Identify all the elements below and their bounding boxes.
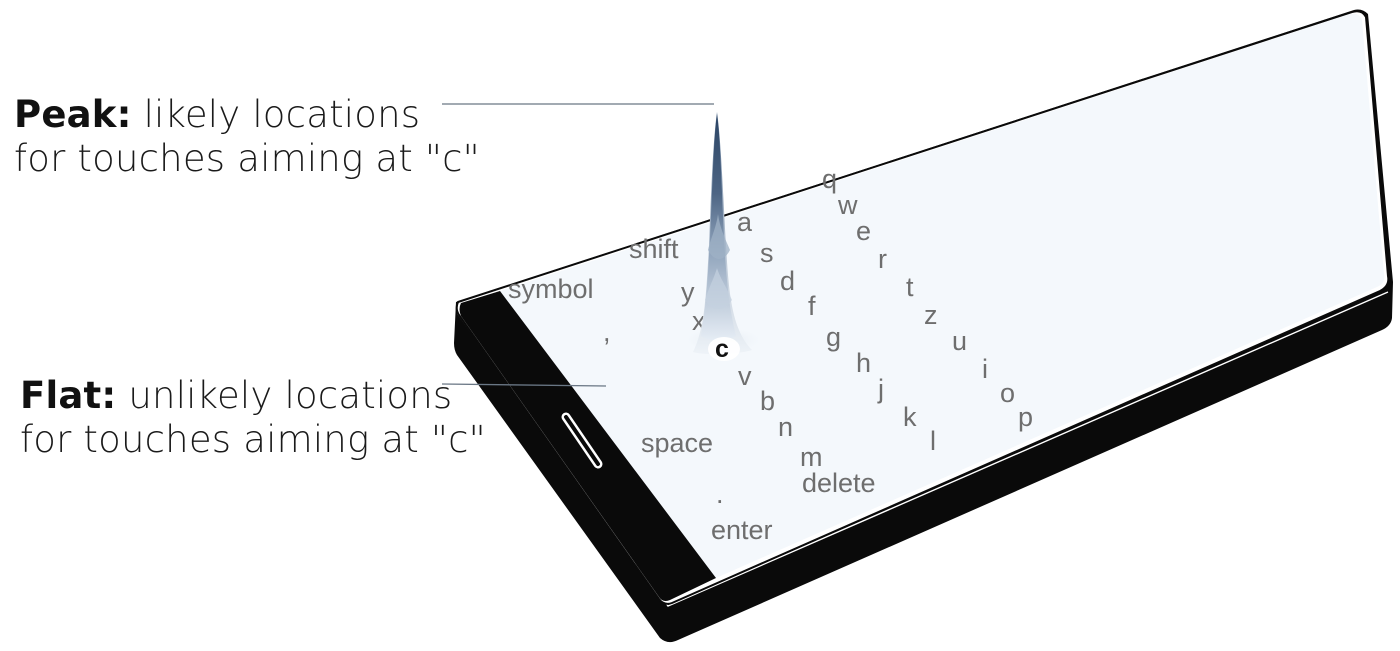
- key-label-k: k: [903, 402, 917, 432]
- key-label-period: .: [716, 479, 724, 509]
- flat-caption-rest: unlikely locations: [128, 374, 453, 417]
- key-label-b: b: [760, 386, 775, 416]
- target-key-highlight: [708, 337, 740, 361]
- key-label-v: v: [738, 361, 752, 391]
- key-label-o: o: [1000, 378, 1015, 408]
- flat-caption-line2: for touches aiming at "c": [20, 418, 486, 461]
- peak-caption-rest: likely locations: [143, 93, 421, 136]
- key-label-a: a: [737, 207, 753, 237]
- key-label-g: g: [826, 322, 841, 352]
- key-label-f: f: [808, 291, 816, 321]
- key-label-space: space: [641, 428, 713, 458]
- flat-caption-head: Flat:: [20, 374, 117, 417]
- key-label-y: y: [681, 277, 695, 307]
- key-label-d: d: [780, 266, 795, 296]
- key-label-symbol: symbol: [508, 274, 594, 304]
- peak-caption-line2: for touches aiming at "c": [14, 137, 480, 180]
- key-label-enter: enter: [711, 515, 773, 545]
- flat-caption: Flat: unlikely locations for touches aim…: [20, 374, 486, 462]
- key-label-delete: delete: [802, 468, 876, 498]
- key-label-comma: ,: [603, 317, 611, 347]
- key-label-p: p: [1018, 402, 1033, 432]
- phone: [454, 9, 1393, 643]
- key-label-w: w: [837, 190, 858, 220]
- key-label-h: h: [856, 348, 871, 378]
- key-label-r: r: [878, 244, 887, 274]
- peak-caption-head: Peak:: [14, 93, 132, 136]
- key-label-q: q: [822, 164, 837, 194]
- key-label-n: n: [778, 412, 793, 442]
- keyboard: qwertzuiopasdfghjklyxvbnmshiftsymbol,spa…: [508, 164, 1033, 545]
- key-label-i: i: [982, 354, 988, 384]
- phone-screen: [500, 13, 1385, 579]
- key-label-m: m: [800, 442, 823, 472]
- key-label-shift: shift: [629, 234, 679, 264]
- key-label-u: u: [952, 326, 967, 356]
- key-label-e: e: [856, 216, 871, 246]
- key-label-z: z: [924, 300, 938, 330]
- peak-caption: Peak: likely locations for touches aimin…: [14, 93, 480, 181]
- flat-leader-line: [441, 383, 607, 387]
- key-label-j: j: [877, 374, 884, 404]
- key-label-t: t: [906, 272, 914, 302]
- key-label-s: s: [760, 238, 774, 268]
- key-label-l: l: [930, 426, 936, 456]
- key-label-c-target: c: [715, 335, 729, 363]
